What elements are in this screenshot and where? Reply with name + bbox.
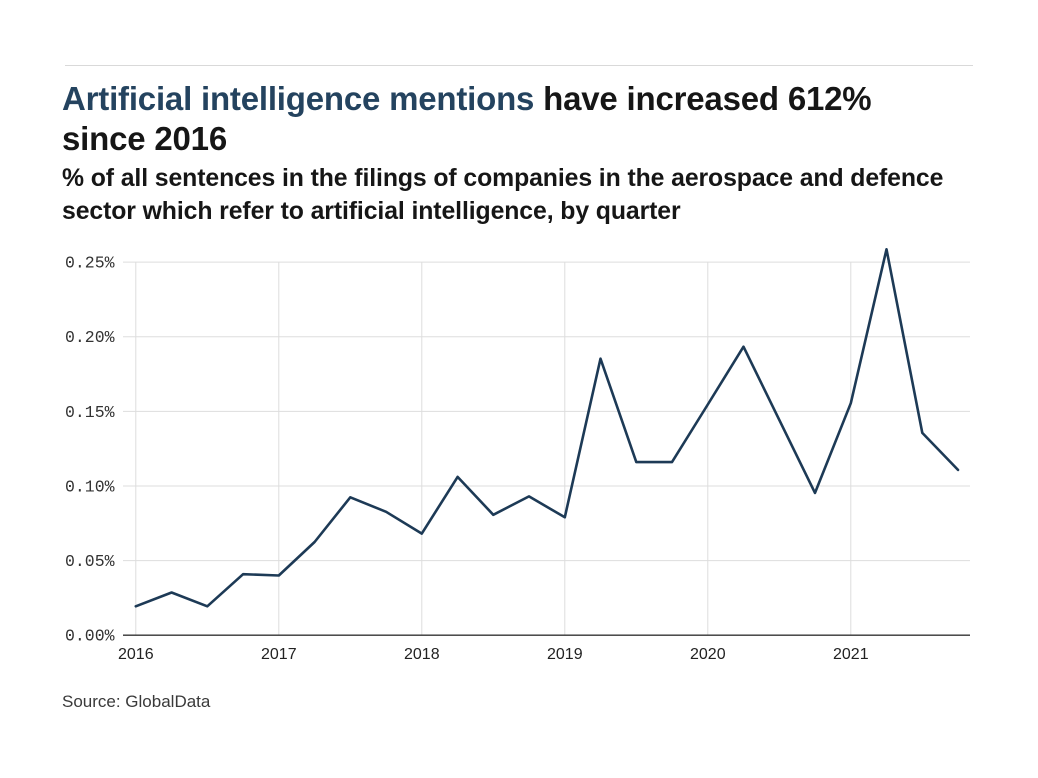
svg-text:0.10%: 0.10% <box>65 477 115 496</box>
svg-text:2018: 2018 <box>404 646 440 663</box>
svg-text:0.20%: 0.20% <box>65 328 115 347</box>
svg-text:0.05%: 0.05% <box>65 552 115 571</box>
svg-text:0.15%: 0.15% <box>65 403 115 422</box>
svg-text:0.25%: 0.25% <box>65 254 115 273</box>
svg-text:2020: 2020 <box>690 646 726 663</box>
svg-text:2021: 2021 <box>833 646 869 663</box>
svg-text:0.00%: 0.00% <box>65 627 115 646</box>
svg-text:2016: 2016 <box>118 646 154 663</box>
svg-text:2019: 2019 <box>547 646 583 663</box>
svg-text:2017: 2017 <box>261 646 297 663</box>
